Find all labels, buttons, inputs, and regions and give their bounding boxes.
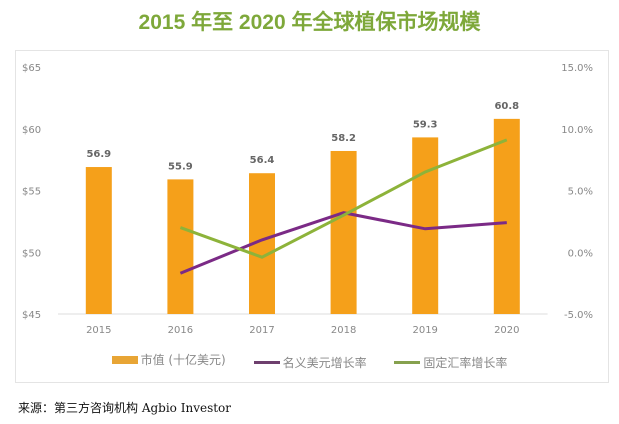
data-label: 58.2 (331, 133, 356, 144)
y-left-tick-label: $50 (22, 248, 41, 259)
x-tick-label: 2015 (86, 325, 111, 336)
data-label: 60.8 (494, 101, 519, 112)
legend-label: 固定汇率增长率 (423, 355, 508, 370)
bar (167, 179, 194, 314)
y-left-tick-label: $60 (22, 125, 41, 136)
legend-item-fixed-rate-growth: 固定汇率增长率 (394, 354, 507, 371)
y-right-tick-label: 5.0% (568, 187, 593, 198)
x-tick-label: 2018 (331, 325, 356, 336)
y-right-tick-label: 15.0% (561, 63, 593, 74)
legend-item-market-value: 市值 (十亿美元) (111, 351, 226, 368)
chart-title: 2015 年至 2020 年全球植保市场规模 (138, 11, 481, 34)
source-note: 来源：第三方咨询机构 Agbio Investor (18, 401, 232, 415)
x-tick-label: 2020 (494, 325, 519, 336)
legend-label: 市值 (十亿美元) (140, 353, 226, 367)
bar (493, 118, 520, 315)
bar (330, 150, 357, 314)
x-tick-label: 2019 (412, 325, 437, 336)
y-left-tick-label: $65 (22, 63, 41, 74)
data-label: 55.9 (168, 161, 193, 172)
legend-item-nominal-growth: 名义美元增长率 (253, 354, 367, 371)
legend-label: 名义美元增长率 (282, 355, 367, 370)
legend-swatch (253, 360, 280, 364)
bar (85, 167, 112, 314)
y-left-tick-label: $55 (22, 187, 41, 198)
legend: 市值 (十亿美元) 名义美元增长率 固定汇率增长率 (0, 351, 619, 371)
y-right-tick-label: 0.0% (568, 248, 593, 259)
nominal-growth-line (179, 211, 507, 275)
x-tick-label: 2017 (249, 325, 274, 336)
fixed-rate-growth-line (179, 138, 508, 259)
data-label: 56.4 (250, 155, 275, 166)
data-label: 59.3 (413, 119, 438, 130)
legend-swatch (111, 355, 138, 364)
y-right-tick-label: 10.0% (561, 125, 593, 136)
legend-swatch (394, 360, 421, 364)
chart-frame (15, 50, 609, 383)
y-left-tick-label: $45 (22, 310, 41, 321)
x-tick-label: 2016 (168, 325, 193, 336)
data-label: 56.9 (86, 149, 111, 160)
y-right-tick-label: -5.0% (564, 310, 593, 321)
